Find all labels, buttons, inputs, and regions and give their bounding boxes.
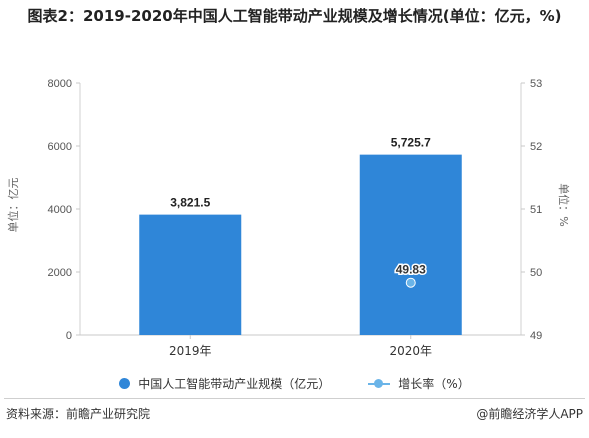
source-note: 资料来源：前瞻产业研究院 <box>6 407 151 421</box>
y-left-tick-label: 2000 <box>48 267 72 279</box>
legend-line-swatch <box>368 378 391 389</box>
growth-point <box>405 277 416 288</box>
legend-bar-label: 中国人工智能带动产业规模（亿元） <box>138 376 331 391</box>
footer: 资料来源：前瞻产业研究院 @前瞻经济学人APP <box>6 405 583 423</box>
y-left-tick-label: 0 <box>66 330 72 342</box>
chart-legend: 中国人工智能带动产业规模（亿元） 增长率（%） <box>0 374 589 392</box>
y-left-tick-label: 8000 <box>48 78 72 90</box>
y-right-tick-label: 52 <box>530 141 542 153</box>
y-right-tick-label: 53 <box>530 78 542 90</box>
legend-item-line: 增长率（%） <box>368 375 470 392</box>
y-axis-right-label: 单位：% <box>557 183 570 227</box>
x-tick-label: 2019年 <box>169 344 212 358</box>
x-tick-label: 2020年 <box>389 344 432 358</box>
y-axis-left-label: 单位：亿元 <box>7 177 20 233</box>
bar-value-label: 5,725.7 <box>391 136 431 150</box>
y-left-tick-label: 4000 <box>48 204 72 216</box>
y-right-tick-label: 51 <box>530 204 542 216</box>
legend-item-bar: 中国人工智能带动产业规模（亿元） <box>119 375 330 392</box>
footer-divider <box>4 398 585 399</box>
legend-line-label: 增长率（%） <box>398 376 470 391</box>
credit-note: @前瞻经济学人APP <box>476 407 583 421</box>
chart-title: 图表2：2019-2020年中国人工智能带动产业规模及增长情况(单位：亿元，%) <box>27 7 562 25</box>
growth-value-label: 49.83 <box>396 263 426 277</box>
bar <box>359 154 462 335</box>
bar <box>139 214 242 335</box>
legend-bar-swatch <box>119 377 131 389</box>
bar-value-label: 3,821.5 <box>170 196 210 210</box>
y-left-tick-label: 6000 <box>48 141 72 153</box>
y-right-tick-label: 49 <box>530 330 542 342</box>
y-right-tick-label: 50 <box>530 267 542 279</box>
